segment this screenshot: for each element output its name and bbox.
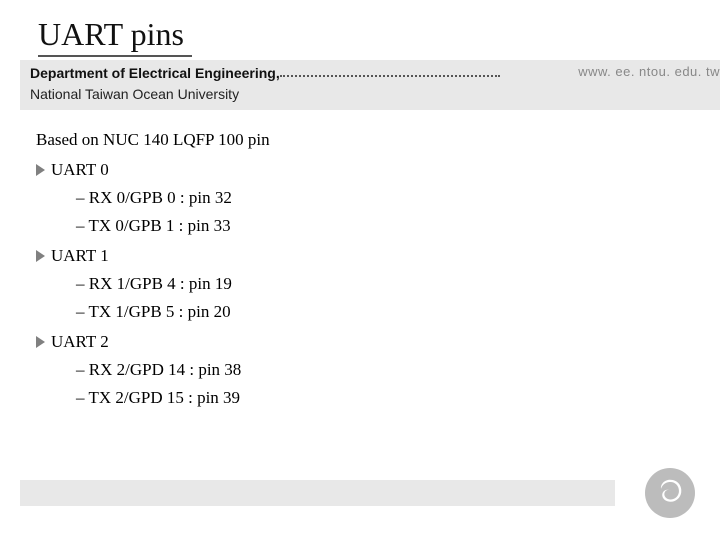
logo-badge	[645, 468, 695, 518]
lead-text: Based on NUC 140 LQFP 100 pin	[36, 126, 690, 154]
slide-title: UART pins	[38, 16, 192, 57]
section-title: UART 2	[51, 328, 109, 356]
triangle-bullet-icon	[36, 250, 45, 262]
list-item: TX 2/GPD 15 : pin 39	[76, 384, 690, 412]
list-item: TX 1/GPB 5 : pin 20	[76, 298, 690, 326]
section-uart2: UART 2 RX 2/GPD 14 : pin 38 TX 2/GPD 15 …	[36, 328, 690, 412]
section-uart1: UART 1 RX 1/GPB 4 : pin 19 TX 1/GPB 5 : …	[36, 242, 690, 326]
triangle-bullet-icon	[36, 164, 45, 176]
triangle-bullet-icon	[36, 336, 45, 348]
sub-list: RX 0/GPB 0 : pin 32 TX 0/GPB 1 : pin 33	[76, 184, 690, 240]
header-banner: Department of Electrical Engineering, ww…	[20, 60, 720, 110]
slide: UART pins Department of Electrical Engin…	[0, 0, 720, 540]
department-text: Department of Electrical Engineering,	[30, 65, 280, 81]
section-head: UART 2	[36, 328, 690, 356]
footer-bar	[20, 480, 615, 506]
section-uart0: UART 0 RX 0/GPB 0 : pin 32 TX 0/GPB 1 : …	[36, 156, 690, 240]
list-item: RX 1/GPB 4 : pin 19	[76, 270, 690, 298]
swirl-icon	[654, 475, 686, 512]
section-title: UART 1	[51, 242, 109, 270]
section-head: UART 0	[36, 156, 690, 184]
list-item: RX 0/GPB 0 : pin 32	[76, 184, 690, 212]
section-head: UART 1	[36, 242, 690, 270]
dotted-separator	[280, 69, 500, 77]
sub-list: RX 1/GPB 4 : pin 19 TX 1/GPB 5 : pin 20	[76, 270, 690, 326]
website-url: www. ee. ntou. edu. tw	[578, 64, 720, 79]
header-banner-inner: Department of Electrical Engineering, ww…	[20, 60, 720, 110]
university-text: National Taiwan Ocean University	[30, 86, 710, 102]
content-area: Based on NUC 140 LQFP 100 pin UART 0 RX …	[36, 126, 690, 412]
list-item: RX 2/GPD 14 : pin 38	[76, 356, 690, 384]
list-item: TX 0/GPB 1 : pin 33	[76, 212, 690, 240]
section-title: UART 0	[51, 156, 109, 184]
sub-list: RX 2/GPD 14 : pin 38 TX 2/GPD 15 : pin 3…	[76, 356, 690, 412]
